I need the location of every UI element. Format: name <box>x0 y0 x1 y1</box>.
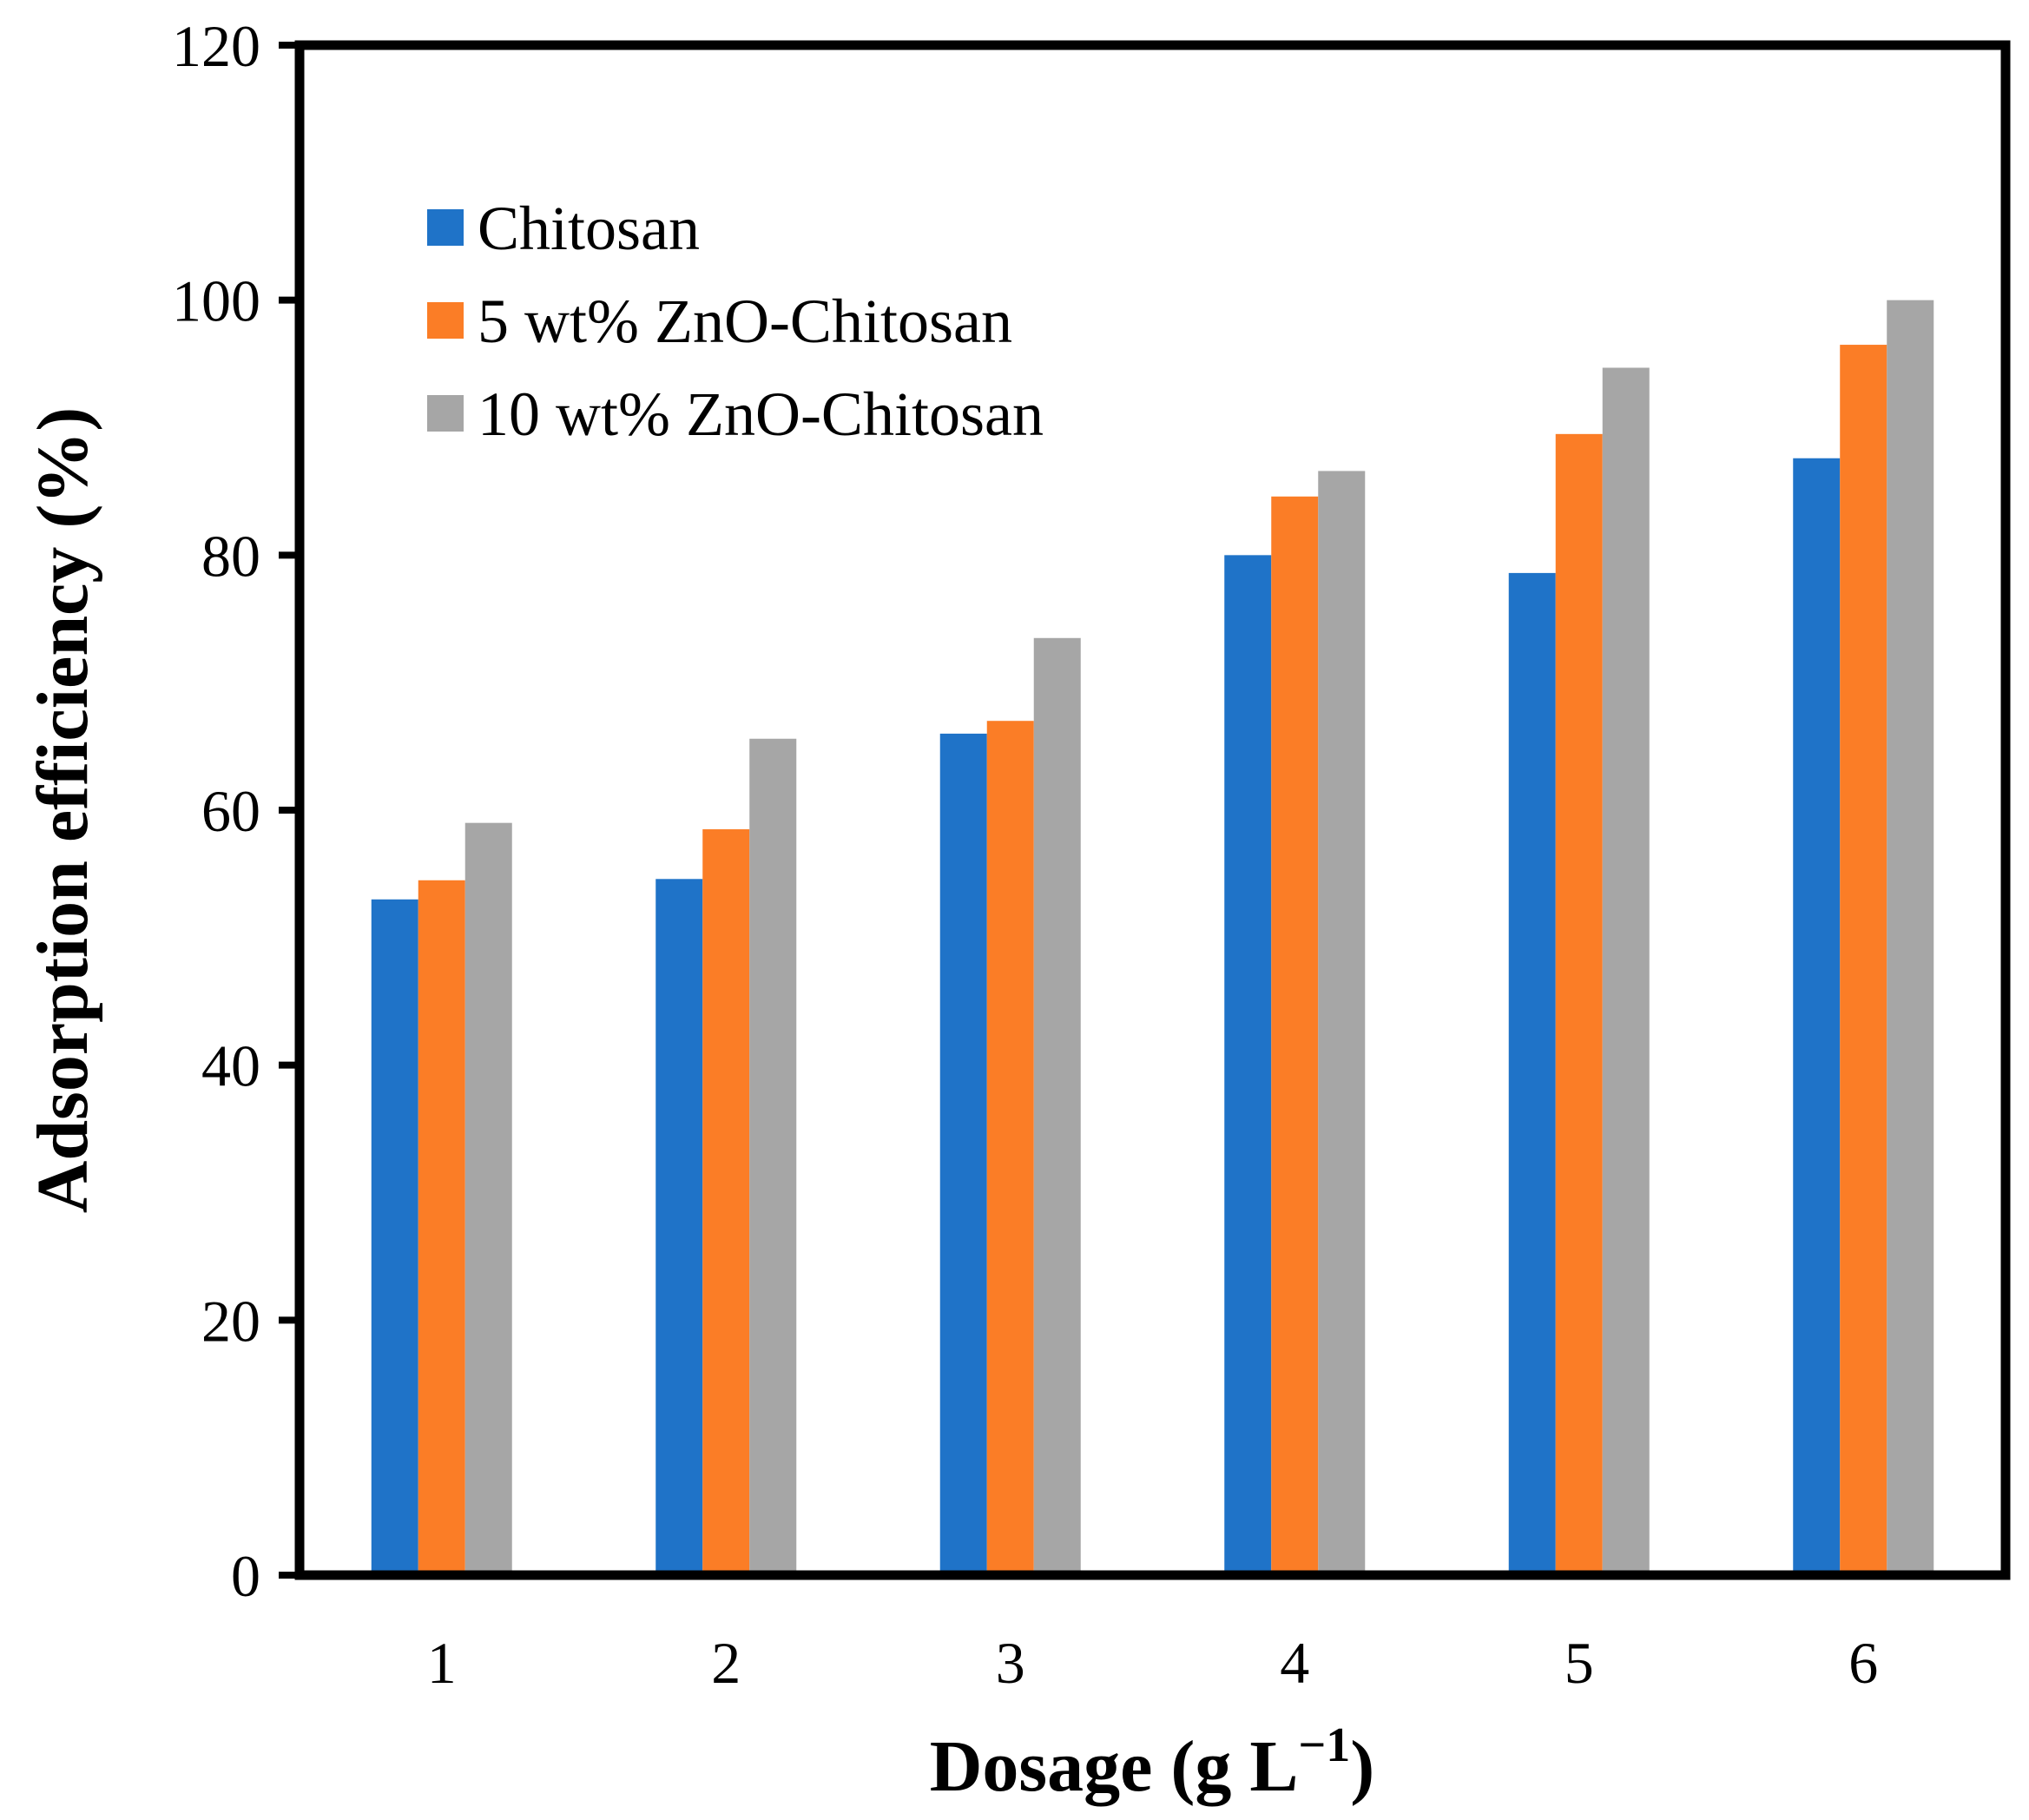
y-tick-label: 20 <box>201 1288 260 1354</box>
y-tick-label: 80 <box>201 523 260 589</box>
x-tick-label: 4 <box>1280 1630 1309 1696</box>
bar-2-category-3 <box>986 721 1034 1575</box>
bar-1-category-5 <box>1508 572 1556 1575</box>
legend-label: 5 wt% ZnO-Chitosan <box>478 287 1012 356</box>
y-tick-label: 120 <box>172 13 260 79</box>
plot-frame <box>294 40 2011 1580</box>
x-tick-label: 2 <box>711 1630 741 1696</box>
bar-2-category-2 <box>702 829 750 1575</box>
legend: Chitosan 5 wt% ZnO-Chitosan 10 wt% ZnO-Chi… <box>427 194 1044 449</box>
bar-3-category-1 <box>464 822 512 1575</box>
legend-label: Chitosan <box>478 194 700 263</box>
x-axis-ticks: 1 2 3 4 5 6 <box>427 1630 1879 1696</box>
x-axis-title-superscript: −1 <box>1298 1718 1350 1772</box>
bar-1-category-4 <box>1224 555 1272 1576</box>
y-axis-title: Adsorption efficiency (%) <box>23 407 103 1214</box>
y-tick-label: 40 <box>201 1033 260 1099</box>
bars-group <box>371 300 1934 1576</box>
legend-swatch <box>427 302 464 339</box>
y-tick-label: 60 <box>201 778 260 844</box>
legend-swatch <box>427 395 464 432</box>
legend-swatch <box>427 209 464 246</box>
bar-1-category-2 <box>655 879 703 1575</box>
x-axis-title-main: Dosage (g L <box>930 1726 1299 1807</box>
bar-2-category-1 <box>418 880 465 1575</box>
bar-2-category-4 <box>1271 496 1319 1575</box>
bar-1-category-6 <box>1793 458 1841 1575</box>
bar-3-category-2 <box>749 738 797 1575</box>
x-axis-title-close: ) <box>1350 1726 1374 1807</box>
bar-3-category-6 <box>1887 300 1934 1576</box>
x-tick-label: 3 <box>996 1630 1025 1696</box>
bar-3-category-4 <box>1318 471 1366 1575</box>
bar-3-category-5 <box>1602 367 1650 1576</box>
legend-label: 10 wt% ZnO-Chitosan <box>478 379 1044 449</box>
bar-2-category-5 <box>1555 433 1603 1575</box>
x-tick-label: 1 <box>427 1630 457 1696</box>
y-axis-ticks: 0 20 40 60 80 100 120 <box>172 13 300 1609</box>
y-tick-label: 100 <box>172 268 260 334</box>
y-tick-label: 0 <box>231 1543 260 1609</box>
bar-2-category-6 <box>1840 345 1887 1575</box>
x-tick-label: 6 <box>1848 1630 1878 1696</box>
x-axis-title: Dosage (g L−1) <box>930 1718 1375 1807</box>
bar-1-category-3 <box>939 733 987 1575</box>
x-tick-label: 5 <box>1565 1630 1594 1696</box>
bar-1-category-1 <box>371 899 418 1575</box>
bar-3-category-3 <box>1033 637 1081 1575</box>
